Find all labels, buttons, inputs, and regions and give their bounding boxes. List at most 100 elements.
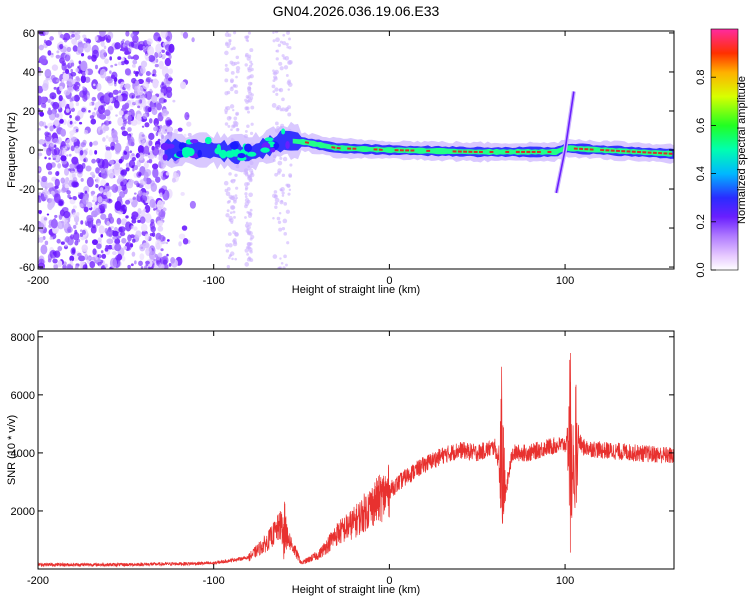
noise-speck: [85, 148, 89, 151]
noise-speck: [117, 256, 121, 260]
ridge-blob: [229, 141, 239, 150]
noise-speck: [108, 120, 112, 125]
noise-speck: [53, 263, 59, 269]
noise-speck: [111, 129, 118, 139]
noise-speck: [245, 246, 249, 250]
noise-speck: [59, 99, 67, 108]
noise-speck: [40, 244, 48, 255]
noise-speck: [97, 196, 103, 204]
noise-speck: [74, 265, 79, 269]
noise-speck: [62, 72, 70, 82]
noise-speck: [142, 112, 148, 120]
noise-speck: [63, 32, 71, 41]
branch-core: [555, 91, 575, 194]
noise-speck: [100, 250, 104, 254]
noise-speck: [120, 181, 124, 187]
noise-speck: [146, 38, 153, 45]
spectrogram-xticks: -200 -100 0 100: [27, 31, 574, 287]
noise-speck: [224, 122, 229, 126]
noise-speck: [38, 127, 41, 131]
snr-xtick-label: 100: [556, 575, 574, 587]
noise-speck: [225, 213, 230, 218]
noise-speck: [154, 51, 159, 59]
snr-xtick-label: -100: [203, 575, 225, 587]
noise-speck: [44, 68, 52, 79]
noise-speck: [80, 220, 84, 225]
noise-speck: [245, 221, 249, 225]
noise-speck: [81, 154, 86, 158]
noise-speck: [281, 173, 286, 178]
noise-speck: [114, 200, 122, 211]
noise-speck: [43, 39, 47, 44]
noise-speck: [47, 50, 52, 56]
noise-speck: [94, 150, 98, 155]
noise-speck: [135, 153, 141, 158]
noise-speck: [272, 69, 275, 73]
noise-speck: [77, 252, 82, 257]
spectrogram-xtick-label: -100: [203, 275, 225, 287]
colorbar-tick-label: 0.0: [695, 262, 707, 277]
noise-speck: [119, 231, 126, 237]
noise-speck: [130, 243, 134, 248]
noise-speck: [125, 221, 132, 232]
noise-speck: [276, 105, 282, 110]
noise-speck: [66, 190, 71, 195]
noise-speck: [151, 163, 159, 170]
noise-speck: [52, 258, 58, 264]
noise-speck: [68, 31, 76, 34]
noise-speck: [95, 183, 99, 188]
noise-speck: [232, 210, 236, 214]
noise-speck: [76, 212, 80, 217]
noise-speck: [112, 89, 119, 95]
noise-speck: [152, 167, 159, 179]
noise-speck: [120, 218, 128, 226]
noise-speck: [186, 121, 192, 127]
noise-speck: [128, 92, 136, 99]
noise-speck: [156, 102, 162, 111]
noise-speck: [38, 152, 43, 157]
noise-speck: [135, 71, 140, 75]
noise-speck: [59, 118, 64, 124]
noise-speck: [148, 250, 156, 260]
noise-speck: [114, 238, 121, 245]
noise-speck: [151, 232, 156, 237]
noise-speck: [55, 171, 60, 177]
noise-speck: [244, 216, 247, 219]
noise-speck: [156, 200, 164, 211]
noise-speck: [272, 71, 276, 75]
noise-speck: [277, 220, 282, 224]
noise-speck: [285, 42, 289, 47]
noise-speck: [64, 54, 71, 62]
noise-speck: [100, 40, 105, 47]
noise-speck: [246, 253, 249, 256]
noise-speck: [227, 41, 232, 46]
noise-speck: [159, 92, 164, 98]
noise-speck: [145, 105, 151, 113]
noise-speck: [74, 145, 80, 154]
noise-speck: [38, 120, 44, 127]
noise-speck: [229, 104, 235, 109]
noise-speck: [104, 109, 111, 117]
noise-speck: [248, 222, 252, 226]
noise-speck: [129, 99, 135, 107]
noise-speck: [134, 85, 138, 92]
noise-speck: [97, 237, 102, 243]
noise-speck: [49, 249, 57, 259]
ridge-blob: [264, 137, 274, 142]
noise-speck: [91, 224, 96, 229]
noise-speck: [281, 54, 285, 58]
noise-speck: [125, 199, 131, 205]
noise-speck: [162, 189, 170, 201]
ridge-band: [160, 91, 674, 194]
noise-speck: [108, 92, 114, 98]
ridge-max: [673, 152, 674, 154]
noise-speck: [140, 223, 148, 232]
noise-speck: [224, 111, 228, 115]
noise-speck: [227, 232, 232, 236]
noise-speck: [110, 64, 114, 68]
noise-speck: [73, 94, 80, 102]
noise-speck: [104, 247, 109, 252]
noise-speck: [59, 85, 63, 92]
noise-speck: [228, 38, 232, 43]
noise-speck: [285, 209, 290, 214]
